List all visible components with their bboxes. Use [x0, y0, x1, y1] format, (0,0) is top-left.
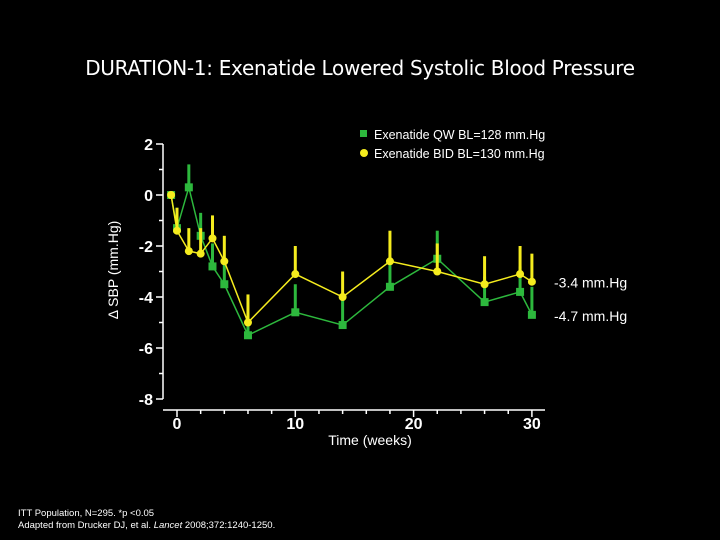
series-qw	[167, 164, 536, 340]
x-axis-label: Time (weeks)	[328, 432, 412, 448]
data-point	[516, 287, 525, 296]
y-tick-label: 2	[144, 137, 153, 154]
data-point	[480, 298, 489, 307]
data-point	[167, 191, 176, 199]
data-point	[385, 282, 394, 291]
citation-prefix: Adapted from Drucker DJ, et al.	[18, 520, 154, 531]
data-point	[173, 226, 181, 235]
end-label: -3.4 mm.Hg	[554, 275, 627, 291]
data-point	[184, 183, 193, 192]
y-tick-label: -2	[139, 239, 153, 256]
citation-journal: Lancet	[153, 520, 183, 531]
slide-title: DURATION-1: Exenatide Lowered Systolic B…	[85, 56, 635, 80]
data-point	[220, 257, 229, 266]
x-tick-label: 10	[286, 416, 304, 433]
series-bid	[167, 191, 536, 327]
data-point	[480, 280, 489, 289]
data-point	[208, 234, 217, 243]
y-tick-label: -8	[139, 392, 153, 409]
data-point	[385, 257, 394, 266]
data-point	[220, 280, 229, 289]
series-line	[170, 184, 533, 337]
footnote-population: ITT Population, N=295. *p <0.05	[18, 508, 155, 519]
y-tick-label: -4	[139, 290, 153, 307]
data-point	[243, 331, 252, 340]
legend-label: Exenatide QW BL=128 mm.Hg	[374, 128, 545, 142]
data-point	[208, 262, 217, 271]
legend-label: Exenatide BID BL=130 mm.Hg	[374, 147, 545, 161]
data-point	[338, 321, 347, 330]
x-tick-label: 30	[523, 416, 541, 433]
data-point	[433, 267, 442, 276]
y-tick-label: -6	[139, 341, 153, 358]
x-tick-label: 20	[405, 416, 423, 433]
data-point	[527, 310, 536, 319]
footnote-citation: Adapted from Drucker DJ, et al. Lancet 2…	[18, 520, 275, 531]
citation-suffix: 2008;372:1240-1250.	[182, 520, 276, 531]
end-label: -4.7 mm.Hg	[554, 308, 627, 324]
data-point	[243, 318, 252, 327]
data-point	[184, 247, 193, 256]
data-point	[196, 249, 205, 258]
legend-marker	[360, 149, 368, 157]
x-tick-label: 0	[173, 416, 182, 433]
data-point	[527, 277, 536, 286]
data-point	[291, 270, 300, 279]
legend-marker	[360, 130, 367, 137]
data-point	[338, 293, 347, 301]
data-point	[516, 270, 525, 279]
y-axis-label: Δ SBP (mm.Hg)	[105, 221, 121, 320]
y-tick-label: 0	[144, 188, 153, 205]
data-point	[291, 308, 300, 317]
